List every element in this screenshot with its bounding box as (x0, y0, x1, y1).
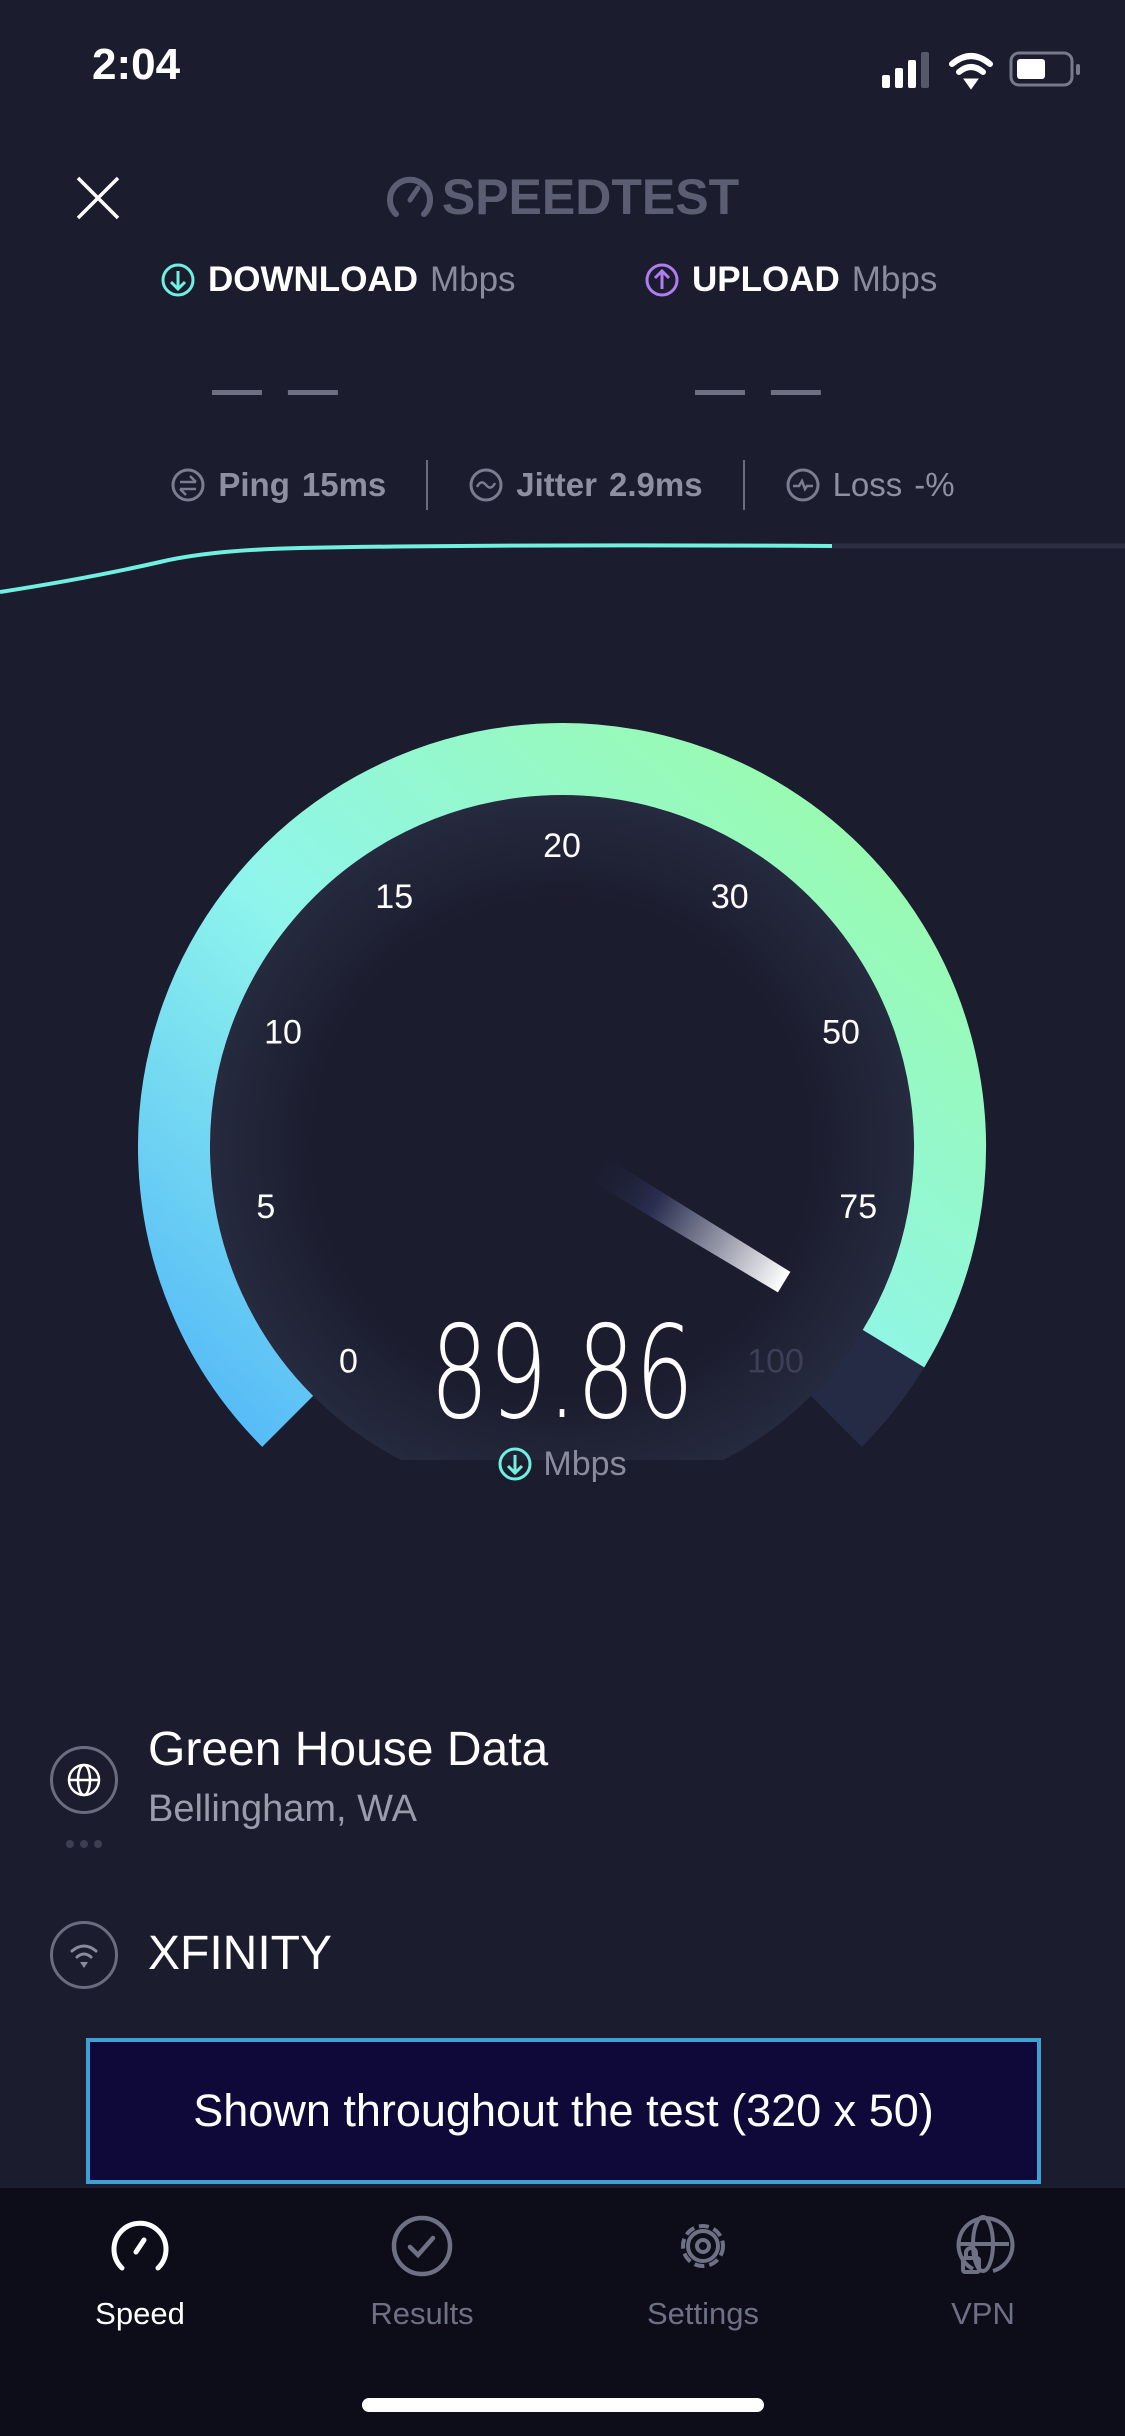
download-unit: Mbps (429, 260, 516, 299)
ping-label: Ping (218, 466, 290, 503)
ping-icon (171, 468, 205, 502)
upload-unit: Mbps (851, 260, 938, 299)
gauge-tick-label: 100 (747, 1343, 804, 1381)
speed-unit-label: Mbps (543, 1445, 627, 1483)
current-speed-value: 89.86 (430, 1299, 694, 1448)
gauge-tick-label: 15 (375, 878, 413, 916)
upload-value: — — (695, 361, 827, 417)
jitter-value: 2.9 (608, 466, 655, 503)
status-time: 2:04 (92, 40, 181, 89)
download-label: DOWNLOAD Mbps (160, 260, 516, 300)
loss-label: Loss (832, 466, 903, 503)
battery-icon (1009, 51, 1080, 87)
speed-gauge: 0 5 10 15 20 30 50 75 100 (138, 723, 986, 1460)
speedometer-icon (111, 2220, 169, 2271)
gauge-tick-label: 10 (264, 1013, 302, 1051)
loss-icon (786, 468, 820, 502)
globe-icon (67, 1763, 101, 1797)
server-location: Bellingham, WA (148, 1788, 417, 1830)
gauge-tick-label: 20 (543, 827, 581, 865)
tab-speed[interactable]: Speed (20, 2214, 260, 2332)
tab-label: Settings (646, 2296, 759, 2331)
download-arrow-icon (161, 263, 195, 297)
vpn-globe-lock-icon (956, 2215, 1015, 2274)
gauge-needle (593, 1158, 791, 1293)
tab-bar: Speed Results Settings VPN (0, 2188, 1125, 2436)
tab-label: VPN (951, 2296, 1015, 2331)
home-indicator[interactable] (362, 2398, 764, 2412)
ping-value: 15 (301, 466, 339, 503)
divider (742, 460, 745, 510)
tab-results[interactable]: Results (302, 2214, 542, 2332)
gauge-tick-label: 0 (339, 1343, 358, 1381)
gauge-tick-label: 5 (256, 1188, 275, 1226)
jitter-label: Jitter (516, 466, 597, 503)
ad-text: Shown throughout the test (320 x 50) (193, 2085, 934, 2136)
check-circle-icon (391, 2215, 453, 2277)
current-speed-unit: Mbps (462, 1444, 662, 1484)
tab-label: Speed (95, 2296, 185, 2331)
wifi-icon (949, 53, 993, 90)
ad-banner[interactable]: Shown throughout the test (320 x 50) (86, 2038, 1041, 2184)
download-arrow-icon (498, 1447, 532, 1481)
loss-unit: % (925, 466, 955, 503)
speedometer-logo-icon (386, 176, 433, 217)
divider (426, 460, 429, 510)
wifi-icon (70, 1944, 98, 1968)
speedtest-logo: SPEEDTEST (0, 168, 1125, 226)
ping-stat: Ping 15ms (130, 466, 426, 504)
more-dots-icon (66, 1840, 102, 1848)
gauge-progress-arc (138, 723, 986, 1447)
tab-label: Results (370, 2296, 474, 2331)
gauge-inner (210, 795, 914, 1460)
provider-name: XFINITY (148, 1927, 333, 1980)
tab-settings[interactable]: Settings (583, 2214, 823, 2332)
upload-label: UPLOAD Mbps (644, 260, 937, 300)
loss-stat: Loss -% (745, 466, 995, 504)
download-value: — — (212, 361, 344, 417)
graph-download-line (0, 543, 833, 594)
jitter-unit: ms (654, 466, 703, 503)
ping-unit: ms (338, 466, 387, 503)
speed-graph (0, 543, 1125, 594)
tab-vpn[interactable]: VPN (863, 2214, 1103, 2332)
gauge-tick-label: 50 (822, 1013, 860, 1051)
signal-icon (882, 52, 929, 88)
gear-icon (681, 2224, 725, 2268)
gauge-tick-label: 30 (711, 878, 749, 916)
server-name[interactable]: Green House Data (148, 1723, 549, 1776)
upload-arrow-icon (645, 263, 679, 297)
upload-title: UPLOAD (692, 260, 840, 299)
provider-icon-circle (50, 1921, 118, 1989)
status-icons (882, 51, 1080, 90)
server-button[interactable] (50, 1746, 118, 1814)
logo-text: SPEEDTEST (441, 169, 740, 225)
gauge-tick-label: 75 (839, 1188, 877, 1226)
jitter-stat: Jitter 2.9ms (428, 466, 742, 504)
jitter-icon (469, 468, 503, 502)
close-icon[interactable] (74, 174, 122, 222)
loss-value: - (914, 466, 926, 503)
stats-row: Ping 15ms Jitter 2.9ms Loss -% (0, 460, 1125, 510)
download-title: DOWNLOAD (208, 260, 418, 299)
